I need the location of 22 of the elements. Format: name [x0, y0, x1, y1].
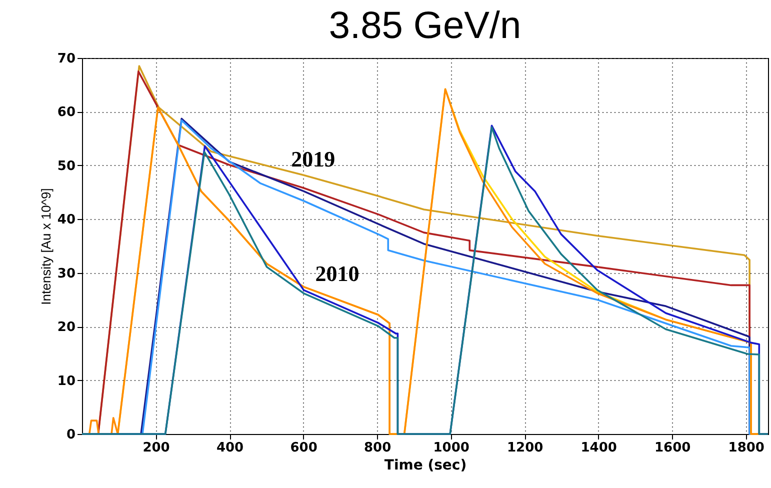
y-tick-label: 20 [57, 320, 76, 336]
x-tick-label: 1800 [728, 440, 764, 456]
y-tick-label: 60 [57, 105, 76, 120]
y-tick-label: 70 [57, 52, 76, 66]
y-tick-label: 30 [57, 266, 76, 282]
x-axis-title: Time (sec) [384, 458, 467, 474]
x-tick-label: 400 [216, 440, 244, 456]
y-axis-title: Intensity [Au x 10^9] [38, 188, 54, 305]
y-tick-label: 0 [66, 428, 76, 442]
x-tick-label: 1200 [506, 440, 544, 456]
y-tick-label: 50 [57, 158, 76, 174]
y-tick-label: 10 [57, 374, 76, 389]
x-tick-label: 1600 [654, 440, 691, 456]
x-tick-label: 200 [142, 440, 170, 456]
x-tick-label: 1400 [580, 440, 617, 456]
x-tick-label: 1000 [433, 440, 470, 456]
x-tick-label: 600 [290, 440, 318, 456]
annotation: 2010 [315, 261, 360, 286]
chart-title: 3.85 GeV/n [328, 5, 522, 47]
annotation: 2019 [291, 146, 336, 172]
x-tick-label: 800 [364, 440, 392, 456]
y-tick-label: 40 [57, 212, 76, 228]
